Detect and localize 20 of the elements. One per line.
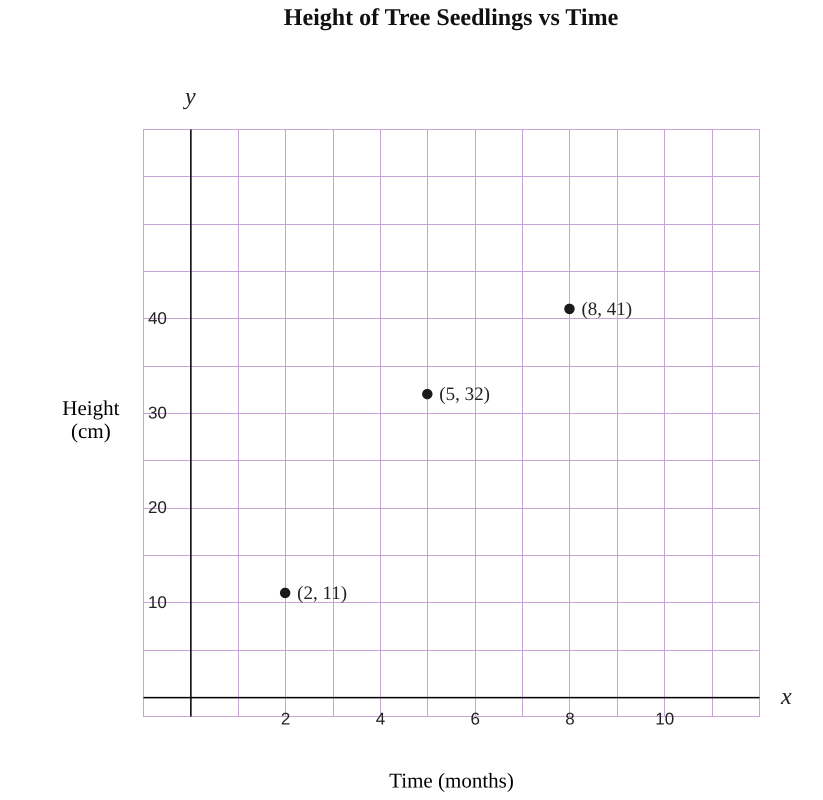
x-tick-label: 8: [565, 710, 575, 729]
y-tick-label: 40: [148, 308, 167, 328]
y-tick-label: 10: [148, 592, 167, 612]
x-tick-label: 2: [280, 710, 290, 729]
data-label: (5, 32): [439, 384, 490, 406]
x-axis-title: Time (months): [389, 768, 514, 792]
data-label: (2, 11): [297, 582, 348, 604]
y-tick-label: 20: [148, 498, 167, 518]
point: [422, 388, 433, 400]
x-tick-label: 4: [376, 710, 386, 729]
x-tick-label: 6: [470, 710, 480, 729]
data-label: (8, 41): [581, 298, 632, 320]
point: [564, 304, 575, 314]
point: [280, 588, 290, 598]
y-axis-title: Height (cm): [62, 396, 120, 443]
x-tick-label: 10: [655, 710, 674, 729]
y-tick-label: 30: [148, 404, 167, 423]
text: y: [183, 84, 196, 110]
text: x: [780, 684, 792, 710]
chart-title: Height of Tree Seedlings vs Time: [284, 5, 619, 31]
